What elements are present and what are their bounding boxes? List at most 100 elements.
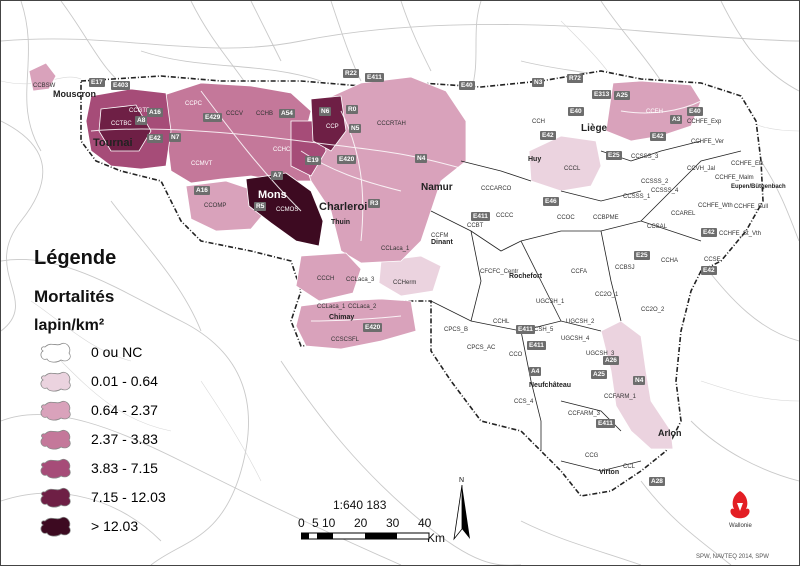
zone-label: CCBT (467, 223, 484, 229)
zone-cceh (295, 252, 362, 302)
legend-item: 3.83 - 7.15 (39, 457, 158, 479)
zone-label: CCSSS_2 (641, 179, 669, 185)
zone-label: CCCL (564, 166, 581, 172)
road-shield: N6 (319, 107, 332, 116)
zone-label: CCBSW (33, 83, 56, 89)
road-shield: A4 (529, 367, 542, 376)
city-tournai: Tournai (93, 137, 133, 149)
zone-label: CCHC (273, 147, 291, 153)
zone-label: CCHFE_Wth (698, 203, 733, 209)
zone-label: CC2O_2 (641, 307, 665, 313)
legend-swatch (40, 342, 71, 363)
legend-label: 0.01 - 0.64 (91, 373, 158, 389)
zone-label: CCCC (496, 213, 514, 219)
legend-swatch (40, 429, 71, 450)
zone-label: CCHL (493, 319, 510, 325)
road-shield: E429 (203, 113, 223, 122)
legend-swatch (40, 371, 71, 392)
city-mouscron: Mouscron (53, 89, 97, 99)
zone-label: CCHFE_Bull (734, 204, 769, 210)
road-shield: E42 (650, 132, 666, 141)
scale-tick-label: 40 (418, 516, 432, 530)
scale-tick-label: 20 (354, 516, 368, 530)
scale-bar (301, 532, 430, 540)
legend-label: 0.64 - 2.37 (91, 402, 158, 418)
scale-tick-label: 0 (298, 516, 305, 530)
scale-tick-label: 30 (386, 516, 400, 530)
road-shield: E17 (89, 78, 105, 87)
zone-label: CCFA (571, 269, 588, 275)
legend-unit: lapin/km² (34, 317, 105, 334)
zone-label: CPCS_B (444, 327, 469, 333)
legend-item: > 12.03 (39, 515, 138, 537)
zone-label: CCGTB (129, 108, 150, 114)
wallonie-logo-icon (730, 491, 750, 519)
road-shield: E40 (568, 107, 584, 116)
zone-label: CCCARCO (481, 186, 512, 192)
zone-label: CCCRTAH (377, 121, 406, 127)
legend-swatch (40, 487, 71, 508)
road-shield: E40 (459, 81, 475, 90)
legend-item: 2.37 - 3.83 (39, 428, 158, 450)
city-thuin: Thuin (331, 219, 351, 226)
zone-ccherm (378, 255, 442, 297)
legend-label: 2.37 - 3.83 (91, 431, 158, 447)
zone-label: CCLaca_1 (381, 246, 410, 252)
logo-text: Wallonie (729, 523, 752, 529)
road-shield: N4 (415, 154, 428, 163)
zone-ccfarm (600, 320, 674, 450)
city-namur: Namur (421, 182, 453, 193)
zone-ccmvt (245, 172, 324, 247)
road-shield: A16 (194, 186, 210, 195)
city-neufchateau: Neufchâteau (529, 382, 572, 389)
zone-label: CCPC (185, 101, 203, 107)
scale-ratio: 1:640 183 (333, 498, 387, 512)
road-shield: N4 (633, 376, 646, 385)
zone-label: CCLaca_2 (348, 304, 377, 310)
zone-label: CCSSS_3 (631, 154, 659, 160)
zone-label: CCFARM_1 (604, 394, 637, 400)
zone-label: CCFM (431, 233, 449, 239)
road-shield: A28 (649, 477, 665, 486)
road-shield: A25 (614, 91, 630, 100)
city-arlon: Arlon (658, 428, 682, 438)
road-shield: R5 (254, 202, 267, 211)
zone-label: CC2O_1 (595, 292, 619, 298)
zone-label: CCOC (557, 215, 575, 221)
zone-label: CCCV (226, 111, 244, 117)
zone-label: CCHFE_Exp (687, 119, 722, 125)
road-shield: E411 (516, 325, 535, 334)
city-dinant: Dinant (431, 239, 453, 246)
zone-label: CCG (585, 453, 599, 459)
zone-label: CCHerm (393, 280, 417, 286)
city-liege: Liège (581, 123, 608, 134)
zone-label: CCBPME (593, 215, 619, 221)
zone-label: CCBSJ (615, 265, 635, 271)
zone-label: CCVH_Jal (687, 166, 716, 172)
zone-label: CCFARM_3 (568, 411, 601, 417)
road-shield: E420 (363, 323, 383, 332)
road-shield: E42 (540, 131, 556, 140)
zone-label: CCSSS_4 (651, 188, 679, 194)
zone-label: CCHB (256, 111, 274, 117)
road-shield: E411 (596, 419, 615, 428)
legend-label: 3.83 - 7.15 (91, 460, 158, 476)
city-mons: Mons (258, 189, 287, 201)
zone-label: UGCSH_3 (586, 351, 615, 357)
legend-label: 7.15 - 12.03 (91, 489, 166, 505)
zone-label: CCEH (646, 109, 664, 115)
road-shield: E420 (337, 155, 357, 164)
zone-label: CCTBC (111, 121, 132, 127)
road-shield: A7 (271, 171, 284, 180)
zone-label: CCS_4 (514, 399, 534, 405)
zone-label: CCHFE_Ver (691, 139, 725, 145)
credit-text: SPW, NAVTEQ 2014, SPW (696, 554, 769, 560)
zone-label: CCOMP (204, 203, 227, 209)
zone-ccbsw (28, 62, 57, 92)
road-shield: A8 (135, 116, 148, 125)
zone-label: UGCSH_1 (536, 299, 565, 305)
zone-label: CCLaca_3 (346, 277, 375, 283)
zone-label: UGCSH_5 (525, 327, 554, 333)
road-shield: R3 (368, 199, 381, 208)
